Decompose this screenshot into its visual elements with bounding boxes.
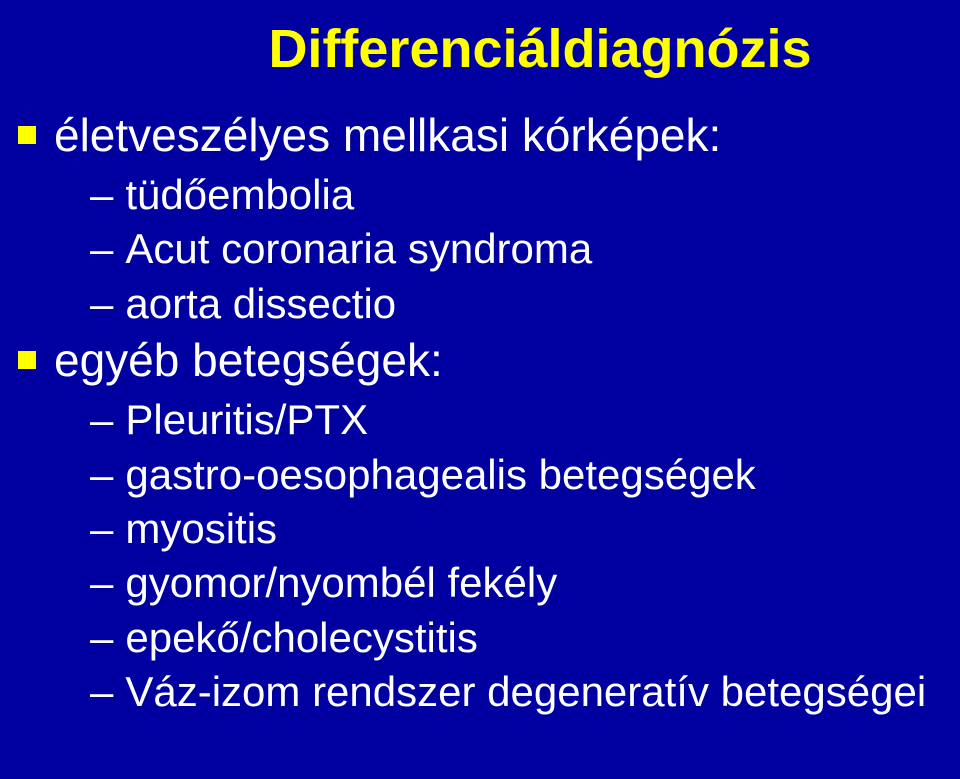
bullet-square-icon bbox=[18, 351, 36, 369]
bullet-level2: – gastro-oesophagealis betegségek bbox=[0, 450, 960, 500]
bullet-level2: – aorta dissectio bbox=[0, 279, 960, 329]
dash-icon: – bbox=[90, 395, 113, 445]
bullet-level1: egyéb betegségek: bbox=[0, 333, 960, 387]
bullet-level2-text: tüdőembolia bbox=[125, 170, 354, 220]
dash-icon: – bbox=[90, 558, 113, 608]
bullet-level2-text: Acut coronaria syndroma bbox=[125, 224, 592, 274]
bullet-level2-text: epekő/cholecystitis bbox=[125, 613, 478, 663]
dash-icon: – bbox=[90, 667, 113, 717]
bullet-level2: – gyomor/nyombél fekély bbox=[0, 558, 960, 608]
bullet-level2: – epekő/cholecystitis bbox=[0, 613, 960, 663]
bullet-level2-text: gastro-oesophagealis betegségek bbox=[125, 450, 755, 500]
bullet-level2-text: gyomor/nyombél fekély bbox=[125, 558, 557, 608]
bullet-level2-text: Pleuritis/PTX bbox=[125, 395, 368, 445]
dash-icon: – bbox=[90, 224, 113, 274]
bullet-level2: – Acut coronaria syndroma bbox=[0, 224, 960, 274]
dash-icon: – bbox=[90, 613, 113, 663]
slide-title: Differenciáldiagnózis bbox=[0, 18, 960, 80]
dash-icon: – bbox=[90, 279, 113, 329]
bullet-level2: – Váz-izom rendszer degeneratív betegség… bbox=[0, 667, 960, 717]
dash-icon: – bbox=[90, 450, 113, 500]
bullet-level1-text: életveszélyes mellkasi kórképek: bbox=[54, 108, 721, 162]
bullet-level1: életveszélyes mellkasi kórképek: bbox=[0, 108, 960, 162]
bullet-level2-text: aorta dissectio bbox=[125, 279, 396, 329]
bullet-level1-text: egyéb betegségek: bbox=[54, 333, 443, 387]
bullet-level2-text: myositis bbox=[125, 504, 277, 554]
slide: Differenciáldiagnózis életveszélyes mell… bbox=[0, 0, 960, 779]
bullet-level2: – Pleuritis/PTX bbox=[0, 395, 960, 445]
bullet-square-icon bbox=[18, 126, 36, 144]
bullet-level2-text: Váz-izom rendszer degeneratív betegségei bbox=[125, 667, 926, 717]
bullet-level2: – tüdőembolia bbox=[0, 170, 960, 220]
dash-icon: – bbox=[90, 504, 113, 554]
dash-icon: – bbox=[90, 170, 113, 220]
bullet-level2: – myositis bbox=[0, 504, 960, 554]
